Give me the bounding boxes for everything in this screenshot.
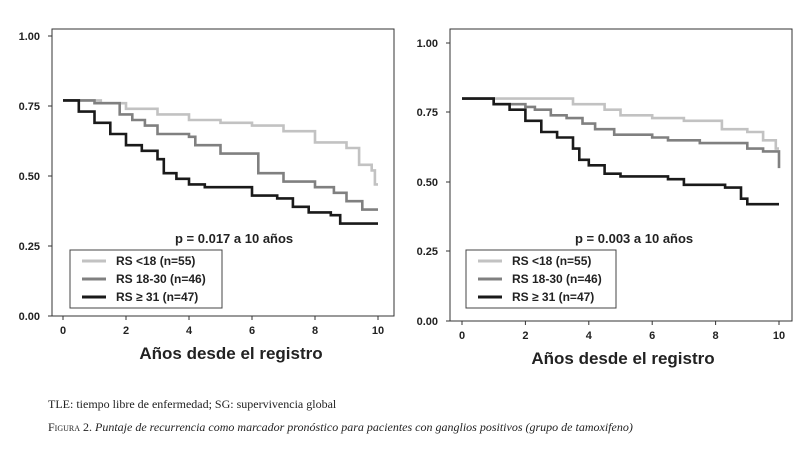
y-tick-label: 0.50 bbox=[417, 177, 438, 189]
survival-curve-1 bbox=[63, 99, 378, 186]
survival-curve-1 bbox=[462, 97, 779, 150]
x-axis-label: Años desde el registro bbox=[139, 344, 322, 363]
legend-label-1: RS <18 (n=55) bbox=[512, 254, 591, 268]
y-tick-label: 0.75 bbox=[417, 107, 438, 119]
survival-curve-3 bbox=[63, 99, 378, 225]
x-tick-label: 4 bbox=[586, 330, 593, 342]
survival-curve-2 bbox=[63, 99, 378, 211]
y-tick-label: 0.00 bbox=[19, 311, 40, 323]
legend-label-1: RS <18 (n=55) bbox=[116, 254, 195, 268]
plot-frame bbox=[449, 28, 793, 322]
chart-panel-1: 0.00 0.25 0.50 0.75 1.00 0 2 4 6 8 10 Años desde el… bbox=[19, 28, 395, 363]
figure-number: 2. bbox=[83, 420, 93, 434]
x-tick-label: 6 bbox=[649, 330, 655, 342]
x-tick-label: 10 bbox=[372, 325, 384, 337]
y-tick-label: 0.75 bbox=[19, 101, 40, 113]
x-tick-label: 6 bbox=[249, 325, 255, 337]
x-axis-label: Años desde el registro bbox=[531, 349, 714, 368]
y-tick-label: 1.00 bbox=[417, 38, 438, 50]
x-tick-label: 2 bbox=[123, 325, 129, 337]
survival-curve-2 bbox=[462, 97, 781, 169]
y-tick-label: 1.00 bbox=[19, 31, 40, 43]
x-tick-label: 10 bbox=[773, 330, 785, 342]
y-tick-label: 0.00 bbox=[417, 316, 438, 328]
figure-caption: Figura 2. Puntaje de recurrencia como ma… bbox=[48, 420, 633, 435]
y-tick-label: 0.25 bbox=[19, 241, 40, 253]
chart-panel-2: 0.00 0.25 0.50 0.75 1.00 0 2 4 6 8 10 Años desde el… bbox=[417, 28, 793, 368]
plot-frame bbox=[51, 28, 395, 317]
legend-label-3: RS ≥ 31 (n=47) bbox=[116, 290, 198, 304]
x-tick-label: 4 bbox=[186, 325, 193, 337]
legend-label-3: RS ≥ 31 (n=47) bbox=[512, 290, 594, 304]
x-tick-label: 0 bbox=[60, 325, 66, 337]
x-tick-label: 2 bbox=[522, 330, 528, 342]
legend-label-2: RS 18-30 (n=46) bbox=[116, 272, 206, 286]
p-value-annotation: p = 0.017 a 10 años bbox=[175, 231, 293, 246]
y-tick-label: 0.25 bbox=[417, 246, 438, 258]
caption-abbreviations: TLE: tiempo libre de enfermedad; SG: sup… bbox=[48, 397, 337, 411]
figure-text: Puntaje de recurrencia como marcador pro… bbox=[95, 420, 633, 434]
survival-curve-3 bbox=[462, 97, 779, 206]
x-tick-label: 0 bbox=[459, 330, 465, 342]
y-tick-label: 0.50 bbox=[19, 171, 40, 183]
p-value-annotation: p = 0.003 a 10 años bbox=[575, 231, 693, 246]
legend-label-2: RS 18-30 (n=46) bbox=[512, 272, 602, 286]
x-tick-label: 8 bbox=[713, 330, 719, 342]
figure-label: Figura bbox=[48, 420, 81, 434]
x-tick-label: 8 bbox=[312, 325, 318, 337]
